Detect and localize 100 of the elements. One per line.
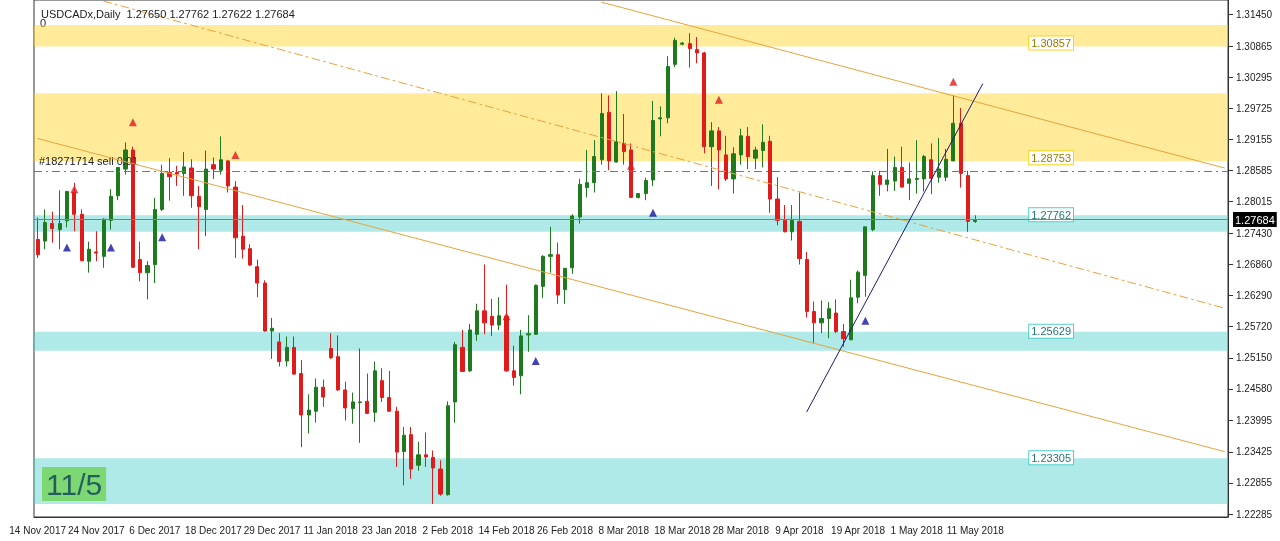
candlestick (116, 166, 120, 201)
x-tick-label: 11 May 2018 (946, 524, 1005, 536)
y-tick-label: 1.26290 (1236, 290, 1273, 302)
candlestick (907, 162, 911, 201)
y-tick-label: 1.29725 (1236, 102, 1273, 114)
x-tick-label: 23 Jan 2018 (361, 524, 418, 536)
x-tick-label: 11 Jan 2018 (303, 524, 359, 536)
candlestick (416, 441, 421, 472)
candlestick (175, 165, 179, 187)
candlestick (512, 345, 516, 387)
candlestick (607, 94, 611, 171)
candlestick (58, 189, 62, 250)
candlestick (277, 332, 281, 367)
candlestick (182, 151, 186, 197)
candlestick (688, 32, 692, 69)
candlestick (849, 279, 853, 341)
y-tick-label: 1.24580 (1236, 383, 1273, 395)
candlestick (856, 270, 860, 304)
candlestick (351, 392, 355, 425)
candlestick (80, 208, 84, 262)
band-label: 1.28753 (1031, 151, 1071, 164)
candlestick (819, 299, 824, 334)
candlestick (248, 243, 252, 267)
annotation: 11/5 (46, 467, 103, 501)
candlestick (321, 379, 325, 408)
candlestick (438, 459, 443, 497)
y-tick-label: 1.30865 (1236, 40, 1273, 52)
candlestick (578, 178, 582, 225)
y-tick-label: 1.27430 (1236, 227, 1273, 239)
candlestick (380, 367, 384, 403)
candlestick (36, 217, 40, 259)
candlestick (812, 301, 816, 344)
candlestick (526, 314, 531, 353)
candlestick (102, 217, 106, 269)
candlestick (285, 335, 289, 367)
candlestick (585, 149, 589, 198)
candlestick (475, 303, 479, 342)
point (648, 208, 657, 217)
ref-line-label: 1.27684 (1235, 213, 1275, 226)
x-tick-label: 1 May 2018 (890, 524, 944, 536)
candlestick (138, 241, 142, 282)
x-tick-label: 6 Dec 2017 (129, 524, 181, 536)
candlestick (666, 55, 670, 124)
candlestick (871, 170, 875, 232)
candlestick (292, 335, 296, 376)
candlestick (709, 121, 714, 187)
candlestick (482, 264, 487, 335)
candlestick (900, 146, 904, 189)
point (502, 312, 511, 321)
candlestick (431, 449, 435, 505)
candlestick (753, 146, 758, 170)
candlestick (548, 226, 553, 274)
candlestick (314, 377, 318, 424)
candlestick (915, 139, 919, 195)
candlestick (775, 176, 780, 226)
x-tick-label: 19 Apr 2018 (831, 524, 886, 536)
candlestick (358, 347, 362, 444)
candlestick (622, 113, 626, 166)
candlestick (827, 301, 831, 339)
candlestick (189, 158, 194, 209)
candlestick (160, 164, 164, 212)
candlestick (395, 406, 399, 468)
candlestick (343, 381, 347, 421)
x-tick-label: 18 Dec 2017 (185, 524, 243, 536)
candlestick (94, 230, 98, 262)
candlestick (951, 94, 955, 162)
x-tick-label: 8 Mar 2018 (598, 524, 650, 536)
candlestick (233, 180, 238, 259)
candlestick (541, 254, 545, 299)
x-tick-label: 14 Feb 2018 (478, 524, 535, 536)
candlestick (241, 204, 245, 259)
x-tick-label: 29 Dec 2017 (243, 524, 301, 536)
candlestick (717, 126, 721, 190)
candlestick (409, 426, 413, 480)
x-tick-label: 2 Feb 2018 (422, 524, 474, 536)
candlestick (673, 37, 677, 68)
candlestick (805, 251, 809, 318)
candlestick (841, 323, 846, 348)
candlestick (893, 156, 897, 192)
x-tick-label: 26 Feb 2018 (536, 524, 594, 536)
y-tick-label: 1.22285 (1236, 508, 1273, 520)
point (128, 118, 137, 127)
candlestick (797, 192, 802, 265)
candlestick (937, 137, 941, 184)
candlestick (336, 334, 340, 392)
candlestick (783, 204, 787, 233)
candlestick (944, 148, 948, 182)
candlestick (959, 107, 963, 189)
candlestick (885, 148, 889, 192)
candlestick (424, 431, 428, 468)
y-tick-label: 1.28585 (1236, 164, 1273, 176)
candlestick (651, 100, 655, 187)
band-label: 1.23305 (1031, 451, 1071, 464)
candlestick (519, 329, 523, 395)
candlestick (863, 226, 867, 298)
candlestick (373, 361, 377, 423)
point (531, 357, 540, 366)
candlestick (878, 170, 882, 197)
y-tick-label: 1.31450 (1236, 8, 1273, 20)
y-tick-label: 1.29155 (1236, 133, 1273, 145)
